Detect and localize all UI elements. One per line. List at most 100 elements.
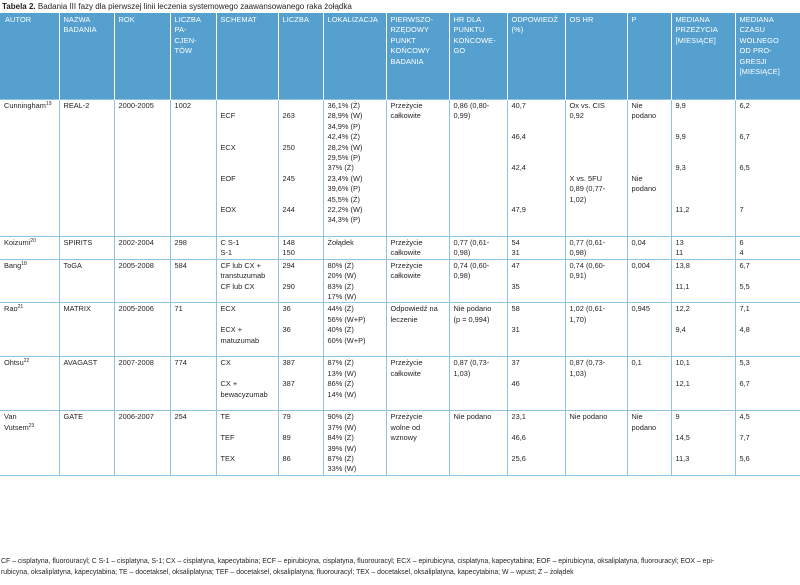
os-hr-line: Ox vs. CIS <box>569 101 605 110</box>
author-name: Koizumi <box>4 238 31 248</box>
caption-label: Tabela 2. <box>2 2 36 11</box>
os-hr-line: 0,98) <box>569 248 587 258</box>
header-endpoint-hr: HR DLA PUNKTU KOŃCOWE- GO <box>448 13 507 100</box>
median-os-line <box>676 390 733 400</box>
location-line <box>328 400 384 410</box>
os-hr-line <box>570 163 625 173</box>
median-pfs-line <box>740 184 799 194</box>
location-line: 42,4% (Ż) <box>327 132 360 142</box>
endpoint-line: Przeżycie <box>390 260 423 270</box>
median-pfs-line: 6,7 <box>739 379 750 389</box>
count-cell: 294 290 <box>277 258 323 303</box>
p-value-line <box>632 163 669 173</box>
median-os-line <box>676 346 733 356</box>
p-value-line: 0,1 <box>631 358 642 368</box>
os-hr-line <box>570 122 625 132</box>
reference-number: 20 <box>30 238 36 245</box>
endpoint-hr-line: 0,86 (0,80- <box>453 101 490 110</box>
count-line <box>283 122 321 132</box>
count-line: 36 <box>282 304 291 314</box>
location-line: 36,1% (Ż) <box>327 101 360 110</box>
header-median-os: MEDIANA PRZEŻYCIA [MIESIĄCE] <box>670 13 735 100</box>
endpoint-cell: Przeżycie całkowite <box>385 356 449 411</box>
os-hr-line: 0,92 <box>569 111 584 121</box>
endpoint-line: wolne od <box>390 422 421 432</box>
p-value-line: 0,004 <box>631 260 651 270</box>
response-line <box>512 226 563 236</box>
study-name-cell: AVAGAST <box>58 356 114 411</box>
regimen-line <box>221 132 276 142</box>
median-pfs-line <box>740 271 799 281</box>
count-line: 263 <box>282 111 295 121</box>
response-line: 40,7 <box>511 101 526 110</box>
os-hr-cell: 1,02 (0,61- 1,70) <box>564 302 627 357</box>
os-hr-line: 1,03) <box>569 368 587 378</box>
os-hr-line <box>570 205 625 215</box>
regimen-cell: ECF ECX EOF EOX <box>215 98 278 237</box>
year-cell: 2005-2008 <box>113 258 170 303</box>
author-cell: Koizumi20 <box>0 236 59 260</box>
count-line: 250 <box>282 142 295 152</box>
median-os-line: 11,1 <box>675 281 690 291</box>
count-cell: 36 36 <box>277 302 323 357</box>
median-os-line <box>676 292 733 302</box>
endpoint-line: wznowy <box>390 433 417 443</box>
median-pfs-line <box>740 292 799 302</box>
median-pfs-line: 6,7 <box>739 260 750 270</box>
regimen-line: bewacyzumab <box>220 389 268 399</box>
endpoint-cell: Przeżycie całkowite <box>385 258 449 303</box>
location-line: 28,2% (W) <box>327 142 363 152</box>
location-line: 29,5% (P) <box>327 152 361 162</box>
median-os-line <box>676 195 733 205</box>
regimen-line: transtuzumab <box>220 271 266 281</box>
endpoint-cell: Odpowiedź na leczenie <box>385 302 449 357</box>
response-line <box>512 271 563 281</box>
p-value-line <box>632 215 669 225</box>
endpoint-line: całkowite <box>390 111 421 121</box>
regimen-line <box>221 195 276 205</box>
author-name: Bang <box>4 260 22 270</box>
table-row: Ohtsu22 AVAGAST 2007-2008 774 CX CX + bewacyzu… <box>0 356 800 411</box>
os-hr-cell: Ox vs. CIS 0,92 X vs. 5FU 0,89 (0,77- 1,02) <box>564 98 627 237</box>
median-os-line: 9,9 <box>675 101 686 110</box>
median-os-line: 12,1 <box>675 379 690 389</box>
location-line <box>328 248 384 258</box>
endpoint-hr-cell: 0,86 (0,80- 0,99) <box>448 98 507 237</box>
reference-number: 22 <box>23 358 30 365</box>
response-line: 47,9 <box>511 204 526 214</box>
count-cell: 387 387 <box>277 356 323 411</box>
study-name-cell: GATE <box>58 410 114 476</box>
regimen-line: TEF <box>220 433 235 443</box>
regimen-line <box>221 444 276 454</box>
regimen-line <box>221 184 276 194</box>
year-cell: 2002-2004 <box>113 236 170 260</box>
endpoint-hr-cell: 0,74 (0,60- 0,98) <box>448 258 507 303</box>
header-median-pfs: MEDIANA CZASU WOLNEGO OD PRO- GRESJI [MI… <box>734 13 800 100</box>
median-os-line <box>676 336 733 346</box>
location-line: 80% (Ż) <box>327 260 354 270</box>
regimen-line <box>221 215 276 225</box>
count-line <box>283 369 321 379</box>
location-line: 39,6% (P) <box>327 184 361 194</box>
response-cell: 23,1 46,6 25,6 <box>506 410 565 476</box>
header-study-name: NAZWA BADANIA <box>58 13 114 100</box>
patient-count-cell: 298 <box>169 236 216 260</box>
regimen-line <box>221 292 276 302</box>
location-line: 23,4% (W) <box>327 173 363 183</box>
author-name: Ohtsu <box>4 358 24 368</box>
location-line: 22,2% (W) <box>327 204 363 214</box>
count-line <box>283 444 321 454</box>
os-hr-cell: 0,87 (0,73- 1,03) <box>564 356 627 411</box>
median-os-line <box>676 215 733 225</box>
study-name-cell: REAL-2 <box>58 98 114 237</box>
endpoint-hr-cell: 0,77 (0,61- 0,98) <box>448 236 507 260</box>
median-pfs-cell: 7,1 4,8 <box>734 302 800 357</box>
location-line: 60% (W+P) <box>327 335 366 345</box>
table-body: Cunningham19 REAL-2 2000-2005 1002 ECF ECX EOF… <box>0 98 800 476</box>
patient-count-cell: 254 <box>169 410 216 476</box>
median-os-line: 11 <box>675 248 684 258</box>
regimen-line: S-1 <box>220 248 233 258</box>
count-cell: 79 89 86 <box>277 410 323 476</box>
median-os-line: 13,8 <box>675 260 690 270</box>
